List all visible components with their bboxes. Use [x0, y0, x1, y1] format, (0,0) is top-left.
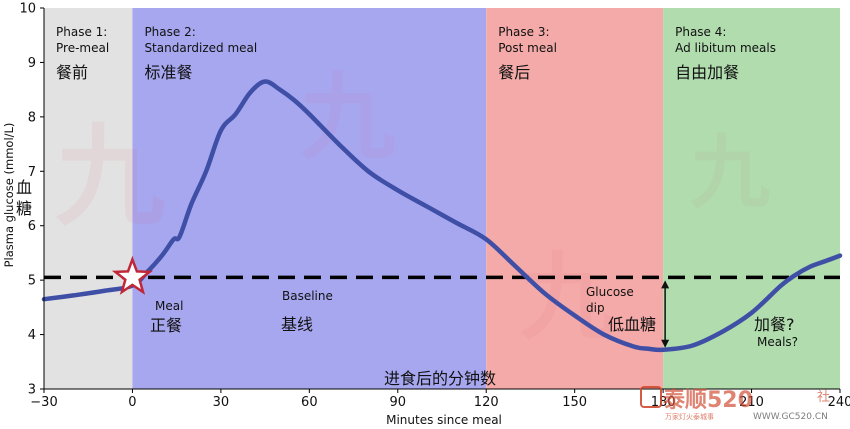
x-tick-label: 240 — [828, 395, 850, 410]
x-axis-label: Minutes since meal — [386, 413, 502, 427]
x-tick-label: 30 — [213, 395, 230, 410]
watermark-url: WWW.GC520.CN — [753, 412, 828, 422]
watermark-sub: 万家灯火泰城事 — [665, 412, 714, 421]
watermark-text: 泰顺520 — [662, 388, 753, 413]
y-axis-label: Plasma glucose (mmol/L) — [2, 123, 16, 268]
x-tick-label: 210 — [739, 395, 764, 410]
dip-label-en-2: dip — [586, 301, 605, 315]
phase-2-subtitle: Standardized meal — [144, 41, 257, 55]
x-tick-label: 60 — [301, 395, 318, 410]
y-tick-label: 5 — [28, 274, 36, 289]
phase-3-subtitle: Post meal — [498, 41, 557, 55]
phase-2-label-cn: 标准餐 — [144, 63, 192, 82]
y-tick-label: 4 — [28, 328, 36, 343]
dip-label-cn: 低血糖 — [608, 315, 656, 334]
y-axis-label-cn-2: 糖 — [16, 199, 32, 218]
baseline-label-cn: 基线 — [281, 315, 313, 334]
meal-label-cn: 正餐 — [150, 316, 182, 335]
dip-arrow-head-down — [661, 339, 670, 348]
phase-1-title: Phase 1: — [56, 25, 107, 39]
x-tick-label: −30 — [30, 395, 57, 410]
phase-3-title: Phase 3: — [498, 25, 549, 39]
svg-text:九: 九 — [520, 243, 615, 353]
meals-label-cn: 加餐? — [754, 315, 795, 334]
x-tick-label: 120 — [474, 395, 499, 410]
dip-arrow-head-up — [661, 280, 670, 289]
meal-label-en: Meal — [155, 299, 183, 313]
baseline-label-en: Baseline — [282, 289, 333, 303]
annotations: Meal 正餐 Baseline 基线 Glucose dip 低血糖 加餐? … — [2, 123, 798, 427]
phase-4-subtitle: Ad libitum meals — [675, 41, 776, 55]
phase-4-label-cn: 自由加餐 — [675, 63, 739, 82]
x-tick-label: 0 — [128, 395, 136, 410]
y-tick-label: 3 — [28, 383, 36, 398]
phase-1-label-cn: 餐前 — [56, 63, 88, 82]
svg-text:九: 九 — [55, 113, 165, 241]
phase-3-label-cn: 餐后 — [498, 63, 530, 82]
phase-4-background — [663, 8, 840, 389]
glucose-curve — [41, 79, 843, 353]
y-tick-label: 10 — [19, 2, 36, 17]
phase-3-background — [486, 8, 664, 389]
phase-labels: Phase 1: Pre-meal 餐前 Phase 2: Standardized m… — [56, 25, 776, 82]
glucose-dip-arrow — [661, 280, 670, 348]
background-watermark-deco: 九 九 九 九 — [55, 63, 770, 353]
phase-1-subtitle: Pre-meal — [56, 41, 109, 55]
x-tick-label: 150 — [562, 395, 587, 410]
x-tick-label: 90 — [390, 395, 407, 410]
phase-4-title: Phase 4: — [675, 25, 726, 39]
y-axis-label-cn-1: 血 — [16, 178, 32, 197]
watermark-she: 社 — [817, 389, 830, 405]
meals-label-en: Meals? — [757, 335, 798, 349]
phase-backgrounds — [44, 8, 840, 389]
y-tick-label: 8 — [28, 110, 36, 125]
meal-star-marker — [111, 255, 154, 295]
y-tick-label: 7 — [28, 165, 36, 180]
y-tick-label: 9 — [28, 56, 36, 71]
y-tick-label: 6 — [28, 219, 36, 234]
phase-2-title: Phase 2: — [144, 25, 195, 39]
svg-text:九: 九 — [690, 126, 770, 219]
dip-label-en-1: Glucose — [586, 285, 634, 299]
x-axis-label-cn: 进食后的分钟数 — [384, 369, 496, 388]
watermark-logo-icon — [640, 386, 662, 408]
phase-1-background — [44, 8, 133, 389]
site-watermark: 泰顺520 社 万家灯火泰城事 WWW.GC520.CN — [640, 386, 830, 422]
